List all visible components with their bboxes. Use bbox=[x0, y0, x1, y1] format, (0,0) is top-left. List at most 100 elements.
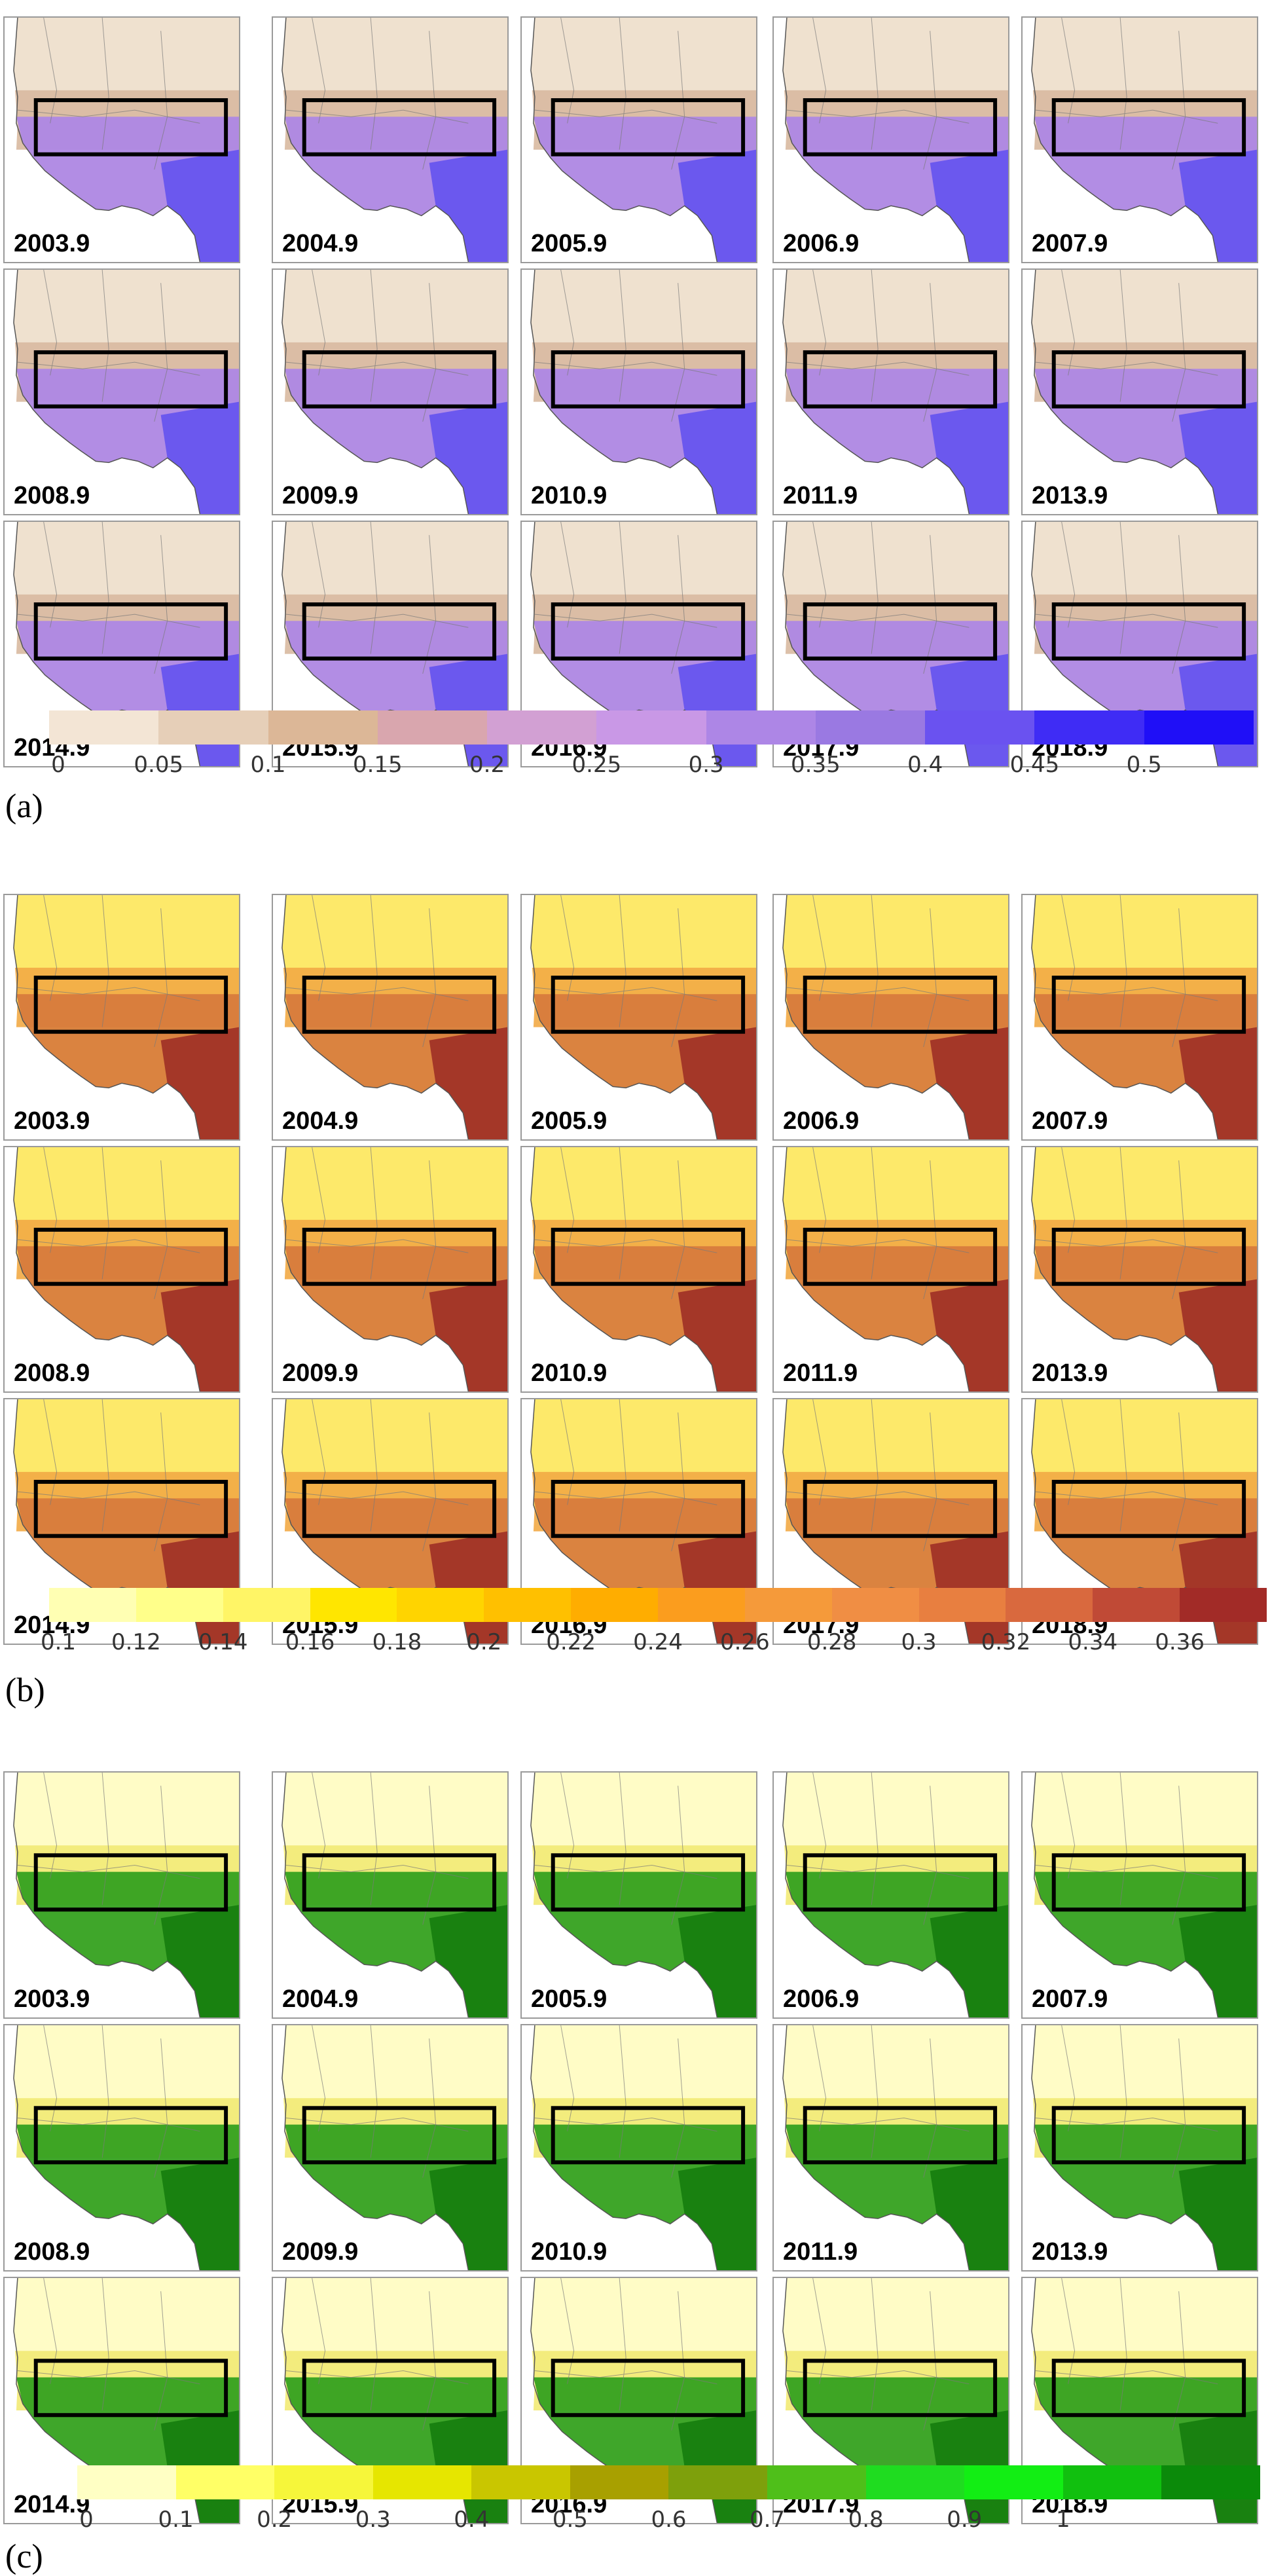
year-label: 2011.9 bbox=[783, 2238, 858, 2266]
colorbar-tick-label: 0.1 bbox=[40, 1629, 77, 1655]
map-tile: 2004.9 bbox=[272, 1771, 509, 2019]
year-label: 2006.9 bbox=[783, 230, 860, 257]
colorbar-swatch bbox=[865, 2465, 965, 2499]
year-label: 2008.9 bbox=[14, 1359, 90, 1387]
map-tile: 2015.9 bbox=[272, 521, 509, 767]
year-label: 2005.9 bbox=[531, 1985, 608, 2013]
colorbar-swatch bbox=[706, 710, 816, 745]
colorbar-swatch bbox=[49, 1588, 136, 1622]
colorbar-tick-label: 0.32 bbox=[981, 1629, 1031, 1655]
map-tile: 2014.9 bbox=[3, 1398, 240, 1645]
colorbar-swatch bbox=[49, 710, 159, 745]
year-label: 2007.9 bbox=[1032, 1107, 1108, 1135]
colorbar-tick-label: 0.5 bbox=[552, 2507, 588, 2533]
map-tile: 2003.9 bbox=[3, 894, 240, 1141]
colorbar-swatch bbox=[1144, 710, 1254, 745]
colorbar-tick-label: 0.14 bbox=[198, 1629, 248, 1655]
colorbar-tick-label: 0.45 bbox=[1009, 752, 1060, 778]
year-label: 2011.9 bbox=[783, 1359, 858, 1387]
colorbar-swatch bbox=[668, 2465, 768, 2499]
map-tile: 2007.9 bbox=[1021, 894, 1258, 1141]
colorbar-swatch bbox=[158, 710, 268, 745]
map-tile: 2005.9 bbox=[520, 1771, 757, 2019]
colorbar-swatch bbox=[658, 1588, 745, 1622]
colorbar-swatch bbox=[274, 2465, 373, 2499]
year-label: 2013.9 bbox=[1032, 1359, 1108, 1387]
map-tile: 2013.9 bbox=[1021, 268, 1258, 515]
map-tile: 2011.9 bbox=[772, 2024, 1009, 2272]
colorbar-swatch bbox=[964, 2465, 1063, 2499]
year-label: 2006.9 bbox=[783, 1985, 860, 2013]
year-label: 2005.9 bbox=[531, 1107, 608, 1135]
map-tile: 2006.9 bbox=[772, 1771, 1009, 2019]
colorbar-swatch bbox=[596, 710, 706, 745]
map-tile: 2010.9 bbox=[520, 2024, 757, 2272]
colorbar-tick-label: 0.6 bbox=[651, 2507, 687, 2533]
year-label: 2006.9 bbox=[783, 1107, 860, 1135]
colorbar-tick-label: 0.26 bbox=[719, 1629, 770, 1655]
map-tile: 2009.9 bbox=[272, 268, 509, 515]
colorbar-swatch bbox=[136, 1588, 223, 1622]
colorbar-swatch bbox=[175, 2465, 275, 2499]
colorbar-tick-label: 0.05 bbox=[134, 752, 184, 778]
year-label: 2008.9 bbox=[14, 2238, 90, 2266]
map-tile: 2009.9 bbox=[272, 1146, 509, 1393]
colorbar bbox=[49, 1588, 1267, 1622]
year-label: 2003.9 bbox=[14, 1985, 90, 2013]
map-tile: 2013.9 bbox=[1021, 2024, 1258, 2272]
colorbar-tick-label: 0.3 bbox=[688, 752, 724, 778]
colorbar-swatch bbox=[484, 1588, 572, 1622]
colorbar-tick-label: 0.1 bbox=[250, 752, 286, 778]
year-label: 2010.9 bbox=[531, 2238, 608, 2266]
map-tile: 2003.9 bbox=[3, 16, 240, 263]
colorbar-swatch bbox=[397, 1588, 484, 1622]
colorbar-swatch bbox=[1161, 2465, 1260, 2499]
colorbar-swatch bbox=[1006, 1588, 1093, 1622]
colorbar-swatch bbox=[571, 1588, 659, 1622]
map-tile: 2017.9 bbox=[772, 2277, 1009, 2524]
year-label: 2014.9 bbox=[14, 2491, 90, 2518]
colorbar-swatch bbox=[1062, 2465, 1162, 2499]
colorbar-tick-label: 0.5 bbox=[1126, 752, 1162, 778]
map-tile: 2010.9 bbox=[520, 268, 757, 515]
year-label: 2007.9 bbox=[1032, 230, 1108, 257]
year-label: 2013.9 bbox=[1032, 482, 1108, 509]
year-label: 2013.9 bbox=[1032, 2238, 1108, 2266]
year-label: 2009.9 bbox=[282, 1359, 359, 1387]
colorbar-tick-label: 0.36 bbox=[1155, 1629, 1205, 1655]
colorbar-tick-label: 0 bbox=[51, 752, 65, 778]
map-tile: 2007.9 bbox=[1021, 1771, 1258, 2019]
colorbar-swatch bbox=[487, 710, 597, 745]
colorbar-swatch bbox=[223, 1588, 310, 1622]
colorbar-tick-label: 0.12 bbox=[111, 1629, 161, 1655]
colorbar-tick-label: 0.9 bbox=[947, 2507, 983, 2533]
colorbar-swatch bbox=[744, 1588, 832, 1622]
map-tile: 2010.9 bbox=[520, 1146, 757, 1393]
colorbar-swatch bbox=[372, 2465, 472, 2499]
colorbar-swatch bbox=[1034, 710, 1144, 745]
colorbar-swatch bbox=[310, 1588, 397, 1622]
colorbar-tick-label: 0.22 bbox=[546, 1629, 596, 1655]
map-tile: 2004.9 bbox=[272, 16, 509, 263]
colorbar-tick-label: 0.3 bbox=[355, 2507, 391, 2533]
colorbar-tick-label: 0.3 bbox=[901, 1629, 937, 1655]
colorbar-tick-label: 0.16 bbox=[285, 1629, 335, 1655]
map-tile: 2008.9 bbox=[3, 1146, 240, 1393]
colorbar-tick-label: 0.2 bbox=[469, 752, 505, 778]
year-label: 2010.9 bbox=[531, 1359, 608, 1387]
colorbar-swatch bbox=[767, 2465, 866, 2499]
colorbar-swatch bbox=[471, 2465, 570, 2499]
colorbar-tick-label: 0.4 bbox=[907, 752, 943, 778]
colorbar-tick-label: 0.4 bbox=[454, 2507, 490, 2533]
map-tile: 2011.9 bbox=[772, 268, 1009, 515]
map-tile: 2008.9 bbox=[3, 2024, 240, 2272]
colorbar-tick-label: 0.7 bbox=[750, 2507, 786, 2533]
colorbar bbox=[49, 710, 1254, 745]
colorbar-tick-label: 0.8 bbox=[848, 2507, 884, 2533]
year-label: 2004.9 bbox=[282, 230, 359, 257]
year-label: 2003.9 bbox=[14, 230, 90, 257]
colorbar-tick-label: 0.15 bbox=[352, 752, 403, 778]
year-label: 2010.9 bbox=[531, 482, 608, 509]
colorbar-swatch bbox=[831, 1588, 919, 1622]
colorbar-tick-label: 0.18 bbox=[372, 1629, 422, 1655]
